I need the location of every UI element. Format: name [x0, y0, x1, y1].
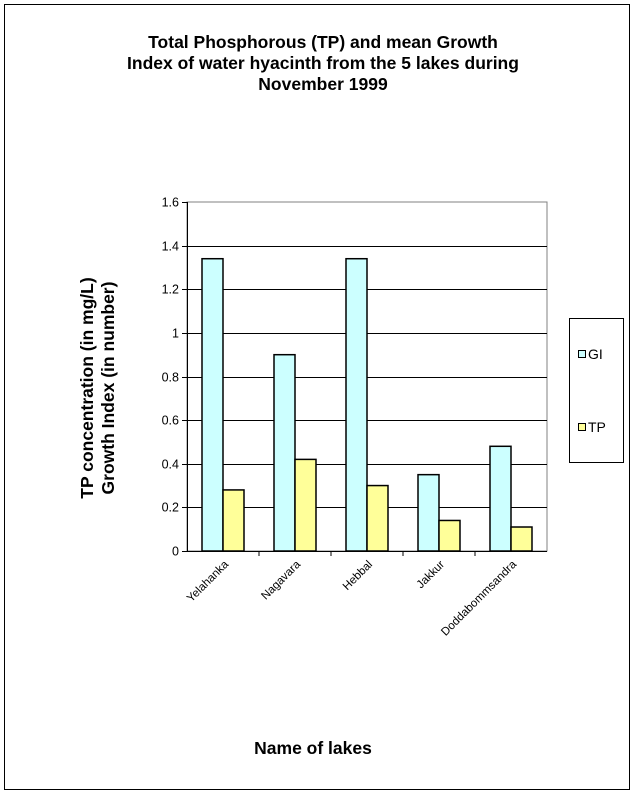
y-tick-label: 1.4	[162, 240, 179, 254]
x-tick-label: Jakkur	[415, 559, 448, 592]
y-tick-label: 1.2	[162, 283, 179, 297]
y-tick-label: 0	[172, 545, 179, 559]
y-tick-label: 0.8	[162, 371, 179, 385]
x-tick-label: Doddabommsandra	[439, 558, 519, 638]
bar-gi	[273, 353, 296, 552]
bar-gi	[417, 473, 440, 552]
chart-title: Total Phosphorous (TP) and mean Growth I…	[25, 32, 621, 95]
bar-gi	[201, 257, 224, 552]
legend-item-gi: GI	[578, 346, 603, 362]
y-tick-label: 1.6	[162, 196, 179, 210]
y-tick-label: 0.4	[162, 458, 179, 472]
x-tick-label: Yelahanka	[185, 558, 232, 605]
bar-tp	[222, 489, 245, 552]
y-tick-label: 1	[172, 327, 179, 341]
bar-tp	[294, 458, 317, 552]
chart-title-line-3: November 1999	[258, 74, 388, 94]
y-tick-label: 0.6	[162, 414, 179, 428]
legend-item-tp: TP	[578, 419, 606, 435]
bar-gi	[489, 445, 512, 552]
chart-title-line-2: Index of water hyacinth from the 5 lakes…	[127, 53, 519, 73]
legend-label-tp: TP	[588, 419, 606, 435]
bar-tp	[366, 484, 389, 552]
legend-swatch-tp	[578, 423, 586, 431]
y-tick-label: 0.2	[162, 501, 179, 515]
bar-gi	[345, 257, 368, 552]
x-tick-label: Nagavara	[259, 558, 303, 602]
legend: GI TP	[569, 318, 624, 463]
legend-label-gi: GI	[588, 346, 603, 362]
bar-tp	[510, 526, 533, 552]
x-axis-label: Name of lakes	[254, 738, 372, 758]
x-tick-label: Hebbal	[341, 559, 375, 593]
chart-title-line-1: Total Phosphorous (TP) and mean Growth	[148, 32, 498, 52]
legend-swatch-gi	[578, 350, 586, 358]
bar-tp	[438, 519, 461, 552]
